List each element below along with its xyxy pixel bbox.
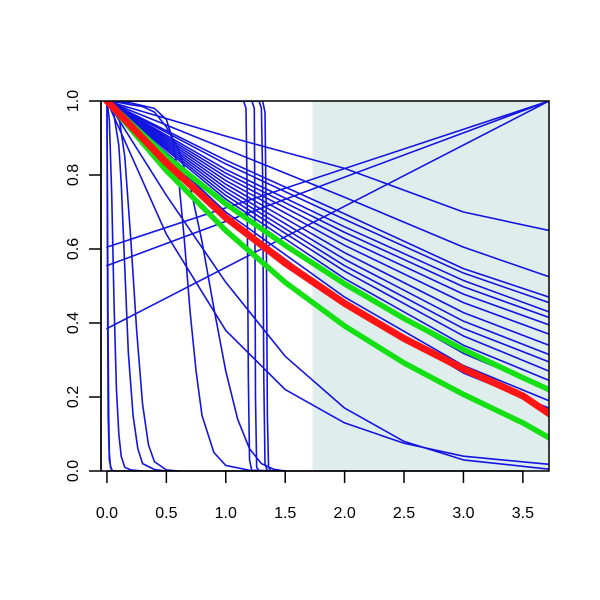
x-tick-label-5: 2.5 [393, 505, 415, 522]
series-line-7 [106, 101, 549, 313]
series-line-31 [106, 101, 263, 471]
series-line-12 [106, 101, 549, 356]
series-line-22 [106, 101, 549, 267]
y-tick-label-1: 0.2 [65, 386, 82, 408]
series-line-10 [106, 101, 549, 335]
y-tick-label-2: 0.4 [65, 312, 82, 334]
series-line-28 [106, 101, 180, 471]
series-line-11 [106, 101, 549, 347]
series-line-15 [106, 101, 549, 382]
series-layer [103, 101, 549, 471]
y-tick-label-0: 0.0 [65, 460, 82, 482]
series-line-19 [106, 101, 549, 470]
y-axis: 0.0 0.2 0.4 0.6 0.8 1.0 [65, 90, 102, 482]
series-line-33 [106, 101, 286, 471]
series-line-26 [106, 101, 144, 471]
series-line-8 [106, 101, 549, 319]
series-line-14 [106, 101, 549, 372]
x-tick-label-3: 1.5 [274, 505, 296, 522]
series-line-5 [106, 101, 549, 298]
series-line-0 [103, 101, 549, 418]
series-line-9 [106, 101, 549, 326]
series-line-2 [104, 101, 549, 441]
series-line-25 [106, 101, 286, 471]
x-axis: 0.0 0.5 1.0 1.5 2.0 2.5 3.0 3.5 [96, 470, 534, 522]
x-tick-label-7: 3.5 [512, 505, 534, 522]
series-line-27 [106, 101, 168, 471]
series-line-24 [106, 101, 286, 471]
x-tick-label-2: 1.0 [215, 505, 237, 522]
y-tick-label-3: 0.6 [65, 238, 82, 260]
x-tick-label-4: 2.0 [333, 505, 355, 522]
series-line-21 [106, 101, 549, 248]
y-tick-label-4: 0.8 [65, 164, 82, 186]
series-line-1 [104, 101, 549, 393]
series-line-13 [106, 101, 549, 363]
x-tick-label-1: 0.5 [155, 505, 177, 522]
series-line-23 [106, 101, 549, 330]
series-line-6 [106, 101, 549, 304]
series-line-4 [106, 101, 549, 278]
series-line-30 [106, 101, 115, 471]
x-tick-label-0: 0.0 [96, 505, 118, 522]
y-tick-label-5: 1.0 [65, 90, 82, 112]
x-tick-label-6: 3.0 [452, 505, 474, 522]
series-line-20 [106, 101, 549, 466]
